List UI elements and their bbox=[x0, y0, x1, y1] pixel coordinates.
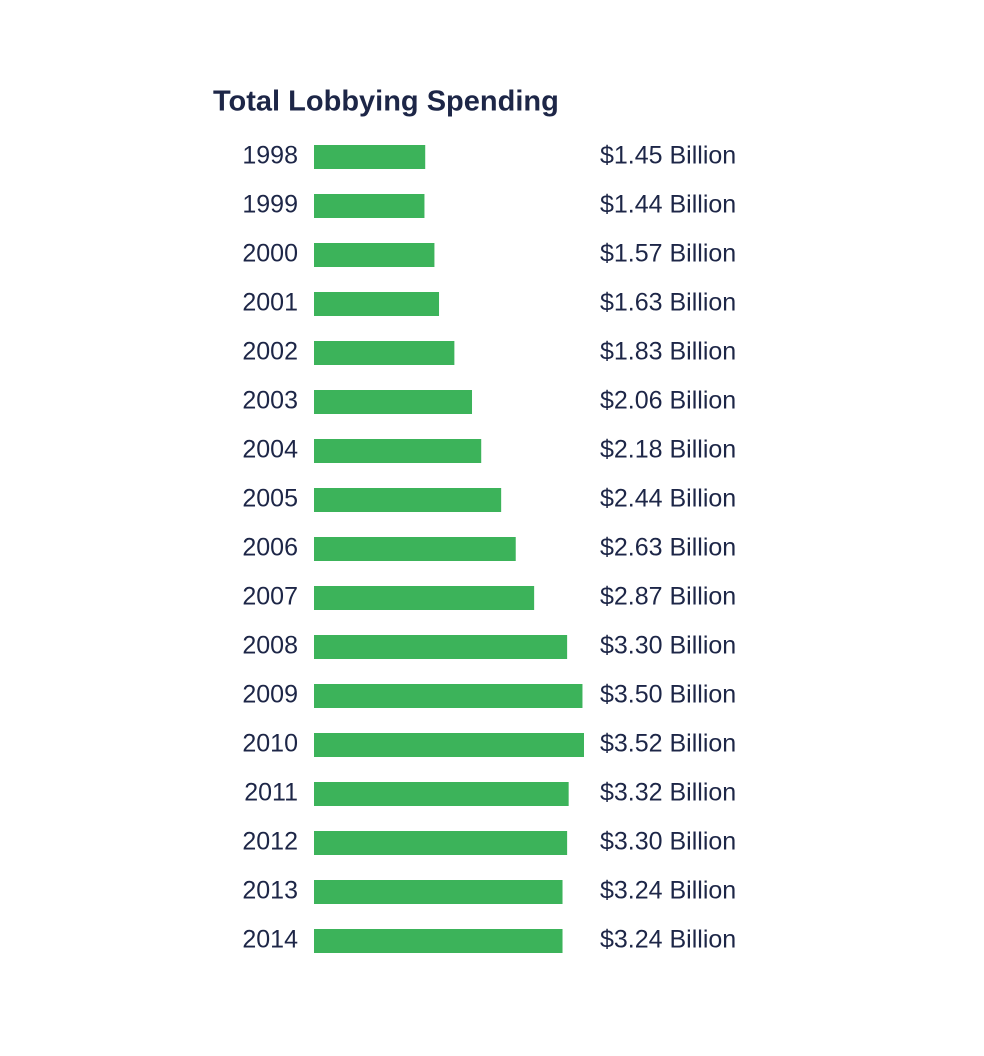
value-label: $3.30 Billion bbox=[600, 632, 736, 660]
category-label: 2002 bbox=[242, 338, 298, 366]
bar bbox=[314, 390, 473, 414]
bar bbox=[314, 880, 563, 904]
chart-title: Total Lobbying Spending bbox=[213, 86, 559, 118]
bar bbox=[314, 782, 569, 806]
value-label: $3.52 Billion bbox=[600, 730, 736, 758]
value-label: $2.18 Billion bbox=[600, 436, 736, 464]
category-label: 2004 bbox=[242, 436, 298, 464]
value-label: $3.24 Billion bbox=[600, 926, 736, 954]
value-label: $1.44 Billion bbox=[600, 191, 736, 219]
category-label: 2014 bbox=[242, 926, 298, 954]
value-label: $1.57 Billion bbox=[600, 240, 736, 268]
category-label: 2005 bbox=[242, 485, 298, 513]
bar bbox=[314, 341, 455, 365]
category-label: 2009 bbox=[242, 681, 298, 709]
value-label: $1.83 Billion bbox=[600, 338, 736, 366]
category-label: 2011 bbox=[244, 779, 298, 807]
bar bbox=[314, 439, 482, 463]
value-label: $2.44 Billion bbox=[600, 485, 736, 513]
value-label: $2.63 Billion bbox=[600, 534, 736, 562]
bar bbox=[314, 243, 435, 267]
bar bbox=[314, 292, 440, 316]
category-label: 1999 bbox=[242, 191, 298, 219]
category-label: 2006 bbox=[242, 534, 298, 562]
category-label: 2001 bbox=[242, 289, 298, 317]
category-label: 2003 bbox=[242, 387, 298, 415]
category-label: 2013 bbox=[242, 877, 298, 905]
category-label: 2010 bbox=[242, 730, 298, 758]
value-label: $3.32 Billion bbox=[600, 779, 736, 807]
value-label: $3.50 Billion bbox=[600, 681, 736, 709]
category-label: 1998 bbox=[242, 142, 298, 170]
category-label: 2000 bbox=[242, 240, 298, 268]
value-label: $1.63 Billion bbox=[600, 289, 736, 317]
bar bbox=[314, 929, 563, 953]
value-label: $3.24 Billion bbox=[600, 877, 736, 905]
value-label: $3.30 Billion bbox=[600, 828, 736, 856]
bar bbox=[314, 145, 426, 169]
value-label: $2.87 Billion bbox=[600, 583, 736, 611]
value-label: $2.06 Billion bbox=[600, 387, 736, 415]
bar bbox=[314, 733, 584, 757]
bar bbox=[314, 488, 502, 512]
bar bbox=[314, 537, 516, 561]
bar bbox=[314, 194, 425, 218]
bar bbox=[314, 586, 535, 610]
bar bbox=[314, 635, 568, 659]
value-label: $1.45 Billion bbox=[600, 142, 736, 170]
bar bbox=[314, 831, 568, 855]
category-label: 2012 bbox=[242, 828, 298, 856]
bar bbox=[314, 684, 583, 708]
category-label: 2008 bbox=[242, 632, 298, 660]
category-label: 2007 bbox=[242, 583, 298, 611]
